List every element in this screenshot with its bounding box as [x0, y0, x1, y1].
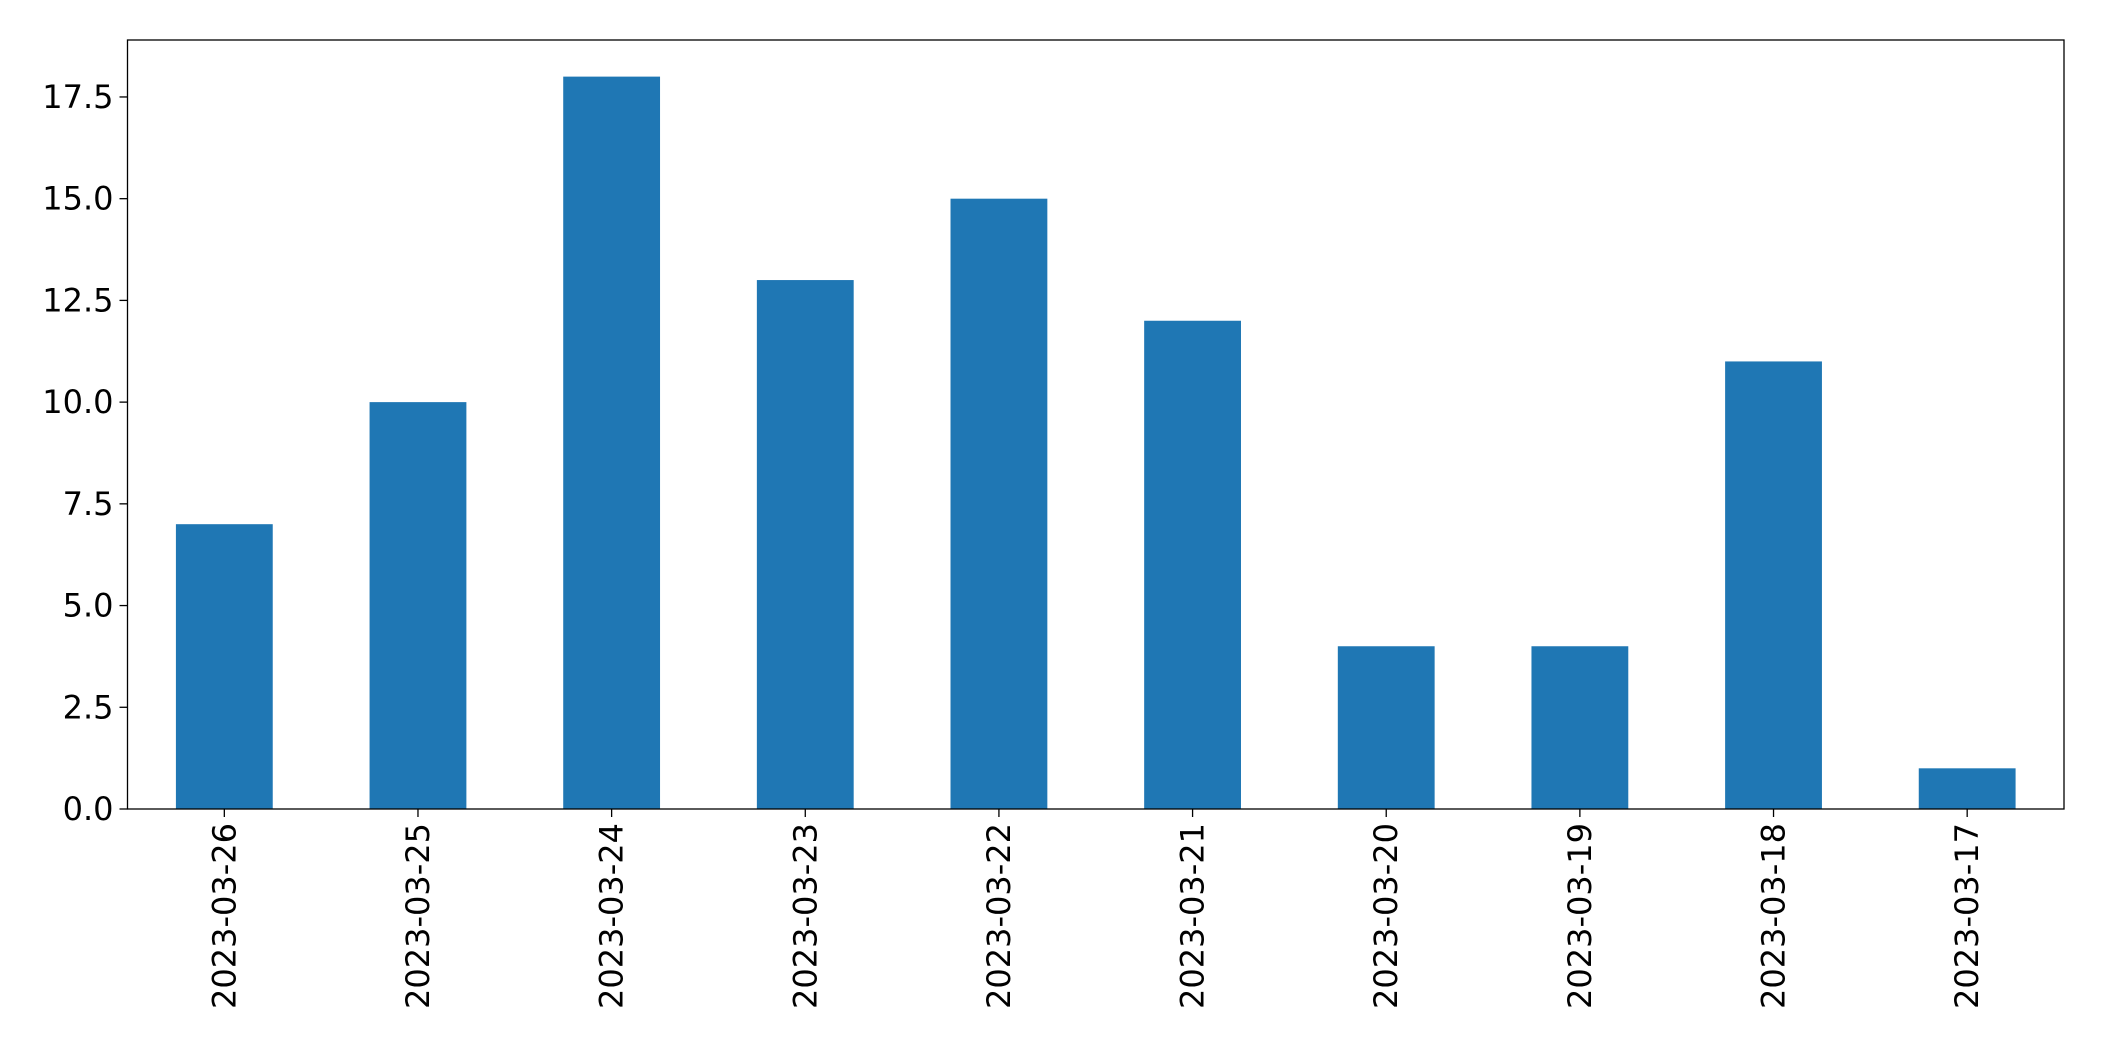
bar — [756, 280, 854, 809]
x-tick-label: 2023-03-17 — [1948, 823, 1986, 1009]
y-tick-label: 17.5 — [42, 78, 113, 116]
x-tick-label: 2023-03-22 — [980, 823, 1018, 1009]
x-tick-label: 2023-03-26 — [205, 823, 243, 1009]
x-tick-label: 2023-03-19 — [1561, 823, 1599, 1009]
x-tick-label: 2023-03-24 — [593, 823, 631, 1009]
bar — [1725, 361, 1822, 809]
y-tick-label: 7.5 — [63, 485, 114, 523]
x-tick-label: 2023-03-23 — [786, 823, 824, 1009]
y-tick-label: 12.5 — [42, 281, 113, 319]
bar — [1918, 768, 2016, 809]
x-tick-label: 2023-03-20 — [1367, 823, 1405, 1009]
bar — [175, 524, 273, 809]
y-tick-label: 2.5 — [63, 688, 114, 726]
bar — [1144, 320, 1241, 809]
x-tick-label: 2023-03-25 — [399, 823, 437, 1009]
y-tick-label: 15.0 — [42, 180, 113, 218]
bar — [369, 402, 467, 809]
bar — [563, 76, 661, 810]
y-tick-label: 5.0 — [63, 587, 114, 625]
x-tick-label: 2023-03-21 — [1174, 823, 1212, 1009]
y-tick-label: 10.0 — [42, 383, 113, 421]
x-tick-label: 2023-03-18 — [1755, 823, 1793, 1009]
bar — [1337, 646, 1435, 809]
y-tick-label: 0.0 — [63, 790, 114, 828]
bar — [950, 198, 1048, 809]
bar — [1531, 646, 1629, 809]
axes-frame — [126, 39, 2065, 810]
